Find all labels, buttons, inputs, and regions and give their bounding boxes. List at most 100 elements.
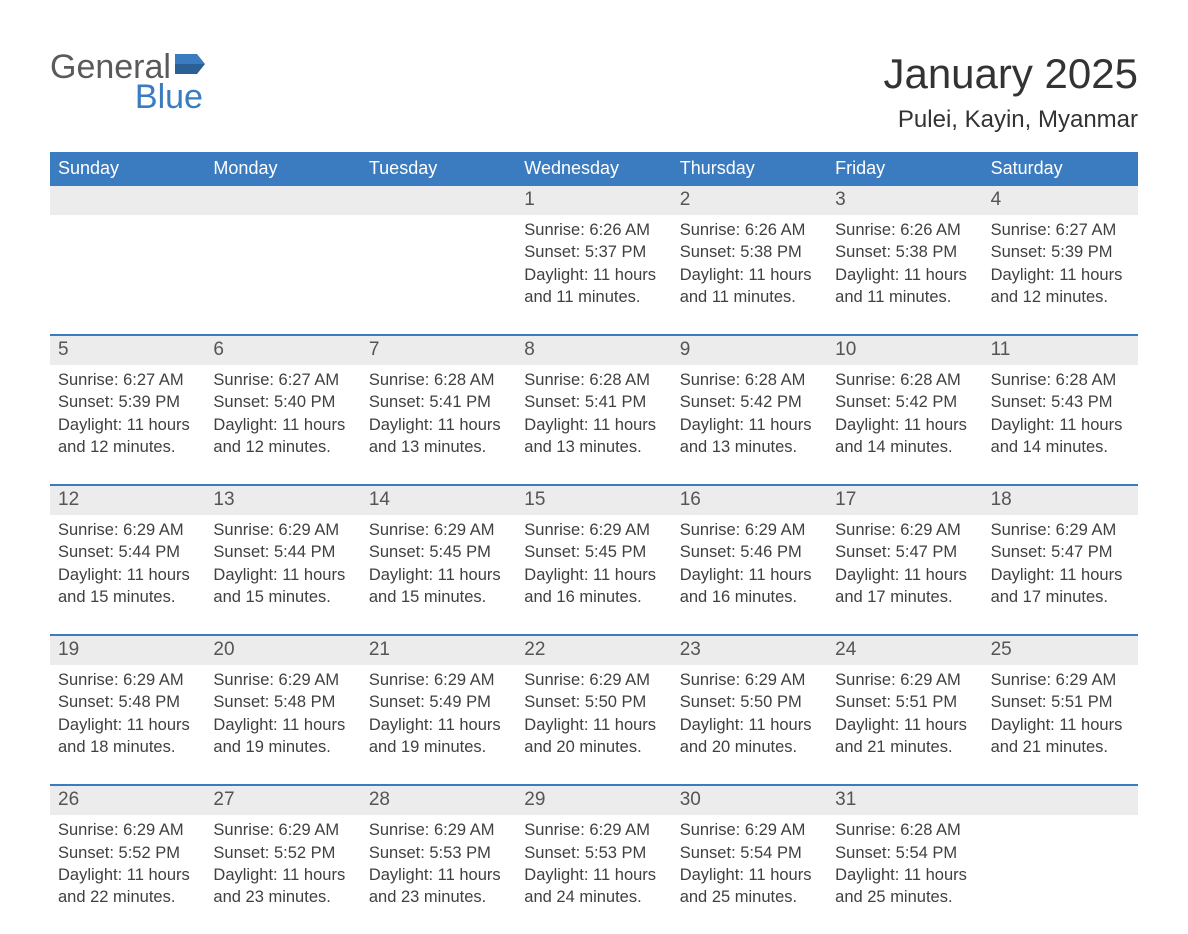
- sunset-text: Sunset: 5:45 PM: [524, 541, 663, 563]
- sunrise-text: Sunrise: 6:29 AM: [524, 819, 663, 841]
- day-number: 11: [983, 336, 1138, 365]
- day-number: 10: [827, 336, 982, 365]
- daylight-text: Daylight: 11 hours and 11 minutes.: [835, 264, 974, 309]
- daylight-text: Daylight: 11 hours and 12 minutes.: [58, 414, 197, 459]
- day-cell: 9Sunrise: 6:28 AMSunset: 5:42 PMDaylight…: [672, 336, 827, 484]
- daylight-text: Daylight: 11 hours and 18 minutes.: [58, 714, 197, 759]
- daylight-text: Daylight: 11 hours and 25 minutes.: [680, 864, 819, 909]
- day-cell: [205, 186, 360, 334]
- daylight-text: Daylight: 11 hours and 13 minutes.: [524, 414, 663, 459]
- sunrise-text: Sunrise: 6:28 AM: [835, 369, 974, 391]
- sunset-text: Sunset: 5:45 PM: [369, 541, 508, 563]
- sunset-text: Sunset: 5:38 PM: [835, 241, 974, 263]
- day-cell: 21Sunrise: 6:29 AMSunset: 5:49 PMDayligh…: [361, 636, 516, 784]
- sunrise-text: Sunrise: 6:29 AM: [213, 819, 352, 841]
- daylight-text: Daylight: 11 hours and 11 minutes.: [524, 264, 663, 309]
- sunrise-text: Sunrise: 6:29 AM: [680, 669, 819, 691]
- sunset-text: Sunset: 5:46 PM: [680, 541, 819, 563]
- day-cell: 8Sunrise: 6:28 AMSunset: 5:41 PMDaylight…: [516, 336, 671, 484]
- daylight-text: Daylight: 11 hours and 15 minutes.: [369, 564, 508, 609]
- day-cell: 24Sunrise: 6:29 AMSunset: 5:51 PMDayligh…: [827, 636, 982, 784]
- daylight-text: Daylight: 11 hours and 21 minutes.: [991, 714, 1130, 759]
- sunset-text: Sunset: 5:44 PM: [213, 541, 352, 563]
- sunset-text: Sunset: 5:44 PM: [58, 541, 197, 563]
- sunset-text: Sunset: 5:43 PM: [991, 391, 1130, 413]
- week-row: 12Sunrise: 6:29 AMSunset: 5:44 PMDayligh…: [50, 484, 1138, 634]
- day-number: 28: [361, 786, 516, 815]
- day-number: 9: [672, 336, 827, 365]
- sunset-text: Sunset: 5:48 PM: [58, 691, 197, 713]
- weekday-header: Sunday: [50, 152, 205, 186]
- daylight-text: Daylight: 11 hours and 12 minutes.: [213, 414, 352, 459]
- day-number: 7: [361, 336, 516, 365]
- day-number: 13: [205, 486, 360, 515]
- daylight-text: Daylight: 11 hours and 21 minutes.: [835, 714, 974, 759]
- sunrise-text: Sunrise: 6:27 AM: [58, 369, 197, 391]
- sunset-text: Sunset: 5:49 PM: [369, 691, 508, 713]
- day-cell: 5Sunrise: 6:27 AMSunset: 5:39 PMDaylight…: [50, 336, 205, 484]
- day-content: [983, 815, 1138, 819]
- weekday-header: Thursday: [672, 152, 827, 186]
- sunrise-text: Sunrise: 6:29 AM: [213, 669, 352, 691]
- sunset-text: Sunset: 5:52 PM: [213, 842, 352, 864]
- day-number: 27: [205, 786, 360, 815]
- daylight-text: Daylight: 11 hours and 17 minutes.: [991, 564, 1130, 609]
- day-cell: 15Sunrise: 6:29 AMSunset: 5:45 PMDayligh…: [516, 486, 671, 634]
- weekday-header: Wednesday: [516, 152, 671, 186]
- day-cell: [50, 186, 205, 334]
- day-cell: 26Sunrise: 6:29 AMSunset: 5:52 PMDayligh…: [50, 786, 205, 934]
- day-number: 22: [516, 636, 671, 665]
- sunset-text: Sunset: 5:54 PM: [835, 842, 974, 864]
- day-content: Sunrise: 6:29 AMSunset: 5:49 PMDaylight:…: [361, 665, 516, 758]
- day-number: 3: [827, 186, 982, 215]
- day-content: Sunrise: 6:26 AMSunset: 5:38 PMDaylight:…: [827, 215, 982, 308]
- day-number: [361, 186, 516, 215]
- day-content: Sunrise: 6:29 AMSunset: 5:47 PMDaylight:…: [983, 515, 1138, 608]
- sunrise-text: Sunrise: 6:29 AM: [835, 519, 974, 541]
- day-cell: 30Sunrise: 6:29 AMSunset: 5:54 PMDayligh…: [672, 786, 827, 934]
- week-row: 5Sunrise: 6:27 AMSunset: 5:39 PMDaylight…: [50, 334, 1138, 484]
- day-content: Sunrise: 6:29 AMSunset: 5:51 PMDaylight:…: [827, 665, 982, 758]
- day-content: Sunrise: 6:29 AMSunset: 5:48 PMDaylight:…: [50, 665, 205, 758]
- sunrise-text: Sunrise: 6:27 AM: [991, 219, 1130, 241]
- day-cell: 19Sunrise: 6:29 AMSunset: 5:48 PMDayligh…: [50, 636, 205, 784]
- sunrise-text: Sunrise: 6:28 AM: [991, 369, 1130, 391]
- day-content: Sunrise: 6:29 AMSunset: 5:47 PMDaylight:…: [827, 515, 982, 608]
- day-cell: 29Sunrise: 6:29 AMSunset: 5:53 PMDayligh…: [516, 786, 671, 934]
- day-content: Sunrise: 6:29 AMSunset: 5:50 PMDaylight:…: [516, 665, 671, 758]
- sunrise-text: Sunrise: 6:28 AM: [835, 819, 974, 841]
- day-content: Sunrise: 6:26 AMSunset: 5:38 PMDaylight:…: [672, 215, 827, 308]
- day-number: 4: [983, 186, 1138, 215]
- week-row: 19Sunrise: 6:29 AMSunset: 5:48 PMDayligh…: [50, 634, 1138, 784]
- sunset-text: Sunset: 5:39 PM: [58, 391, 197, 413]
- day-cell: 12Sunrise: 6:29 AMSunset: 5:44 PMDayligh…: [50, 486, 205, 634]
- day-number: 17: [827, 486, 982, 515]
- sunrise-text: Sunrise: 6:27 AM: [213, 369, 352, 391]
- day-content: Sunrise: 6:28 AMSunset: 5:42 PMDaylight:…: [827, 365, 982, 458]
- sunset-text: Sunset: 5:37 PM: [524, 241, 663, 263]
- day-number: 29: [516, 786, 671, 815]
- sunrise-text: Sunrise: 6:29 AM: [991, 669, 1130, 691]
- sunrise-text: Sunrise: 6:29 AM: [524, 669, 663, 691]
- sunrise-text: Sunrise: 6:29 AM: [835, 669, 974, 691]
- sunset-text: Sunset: 5:51 PM: [835, 691, 974, 713]
- sunrise-text: Sunrise: 6:29 AM: [369, 669, 508, 691]
- day-number: 26: [50, 786, 205, 815]
- day-content: Sunrise: 6:29 AMSunset: 5:45 PMDaylight:…: [361, 515, 516, 608]
- sunset-text: Sunset: 5:40 PM: [213, 391, 352, 413]
- day-cell: 3Sunrise: 6:26 AMSunset: 5:38 PMDaylight…: [827, 186, 982, 334]
- weekday-header-row: Sunday Monday Tuesday Wednesday Thursday…: [50, 152, 1138, 186]
- sunset-text: Sunset: 5:42 PM: [835, 391, 974, 413]
- day-number: 30: [672, 786, 827, 815]
- day-content: Sunrise: 6:29 AMSunset: 5:51 PMDaylight:…: [983, 665, 1138, 758]
- day-content: Sunrise: 6:29 AMSunset: 5:52 PMDaylight:…: [50, 815, 205, 908]
- sunrise-text: Sunrise: 6:26 AM: [835, 219, 974, 241]
- sunrise-text: Sunrise: 6:29 AM: [524, 519, 663, 541]
- day-cell: 14Sunrise: 6:29 AMSunset: 5:45 PMDayligh…: [361, 486, 516, 634]
- day-content: Sunrise: 6:28 AMSunset: 5:41 PMDaylight:…: [516, 365, 671, 458]
- sunset-text: Sunset: 5:53 PM: [369, 842, 508, 864]
- day-number: 31: [827, 786, 982, 815]
- sunrise-text: Sunrise: 6:28 AM: [369, 369, 508, 391]
- day-content: [361, 215, 516, 219]
- day-number: 2: [672, 186, 827, 215]
